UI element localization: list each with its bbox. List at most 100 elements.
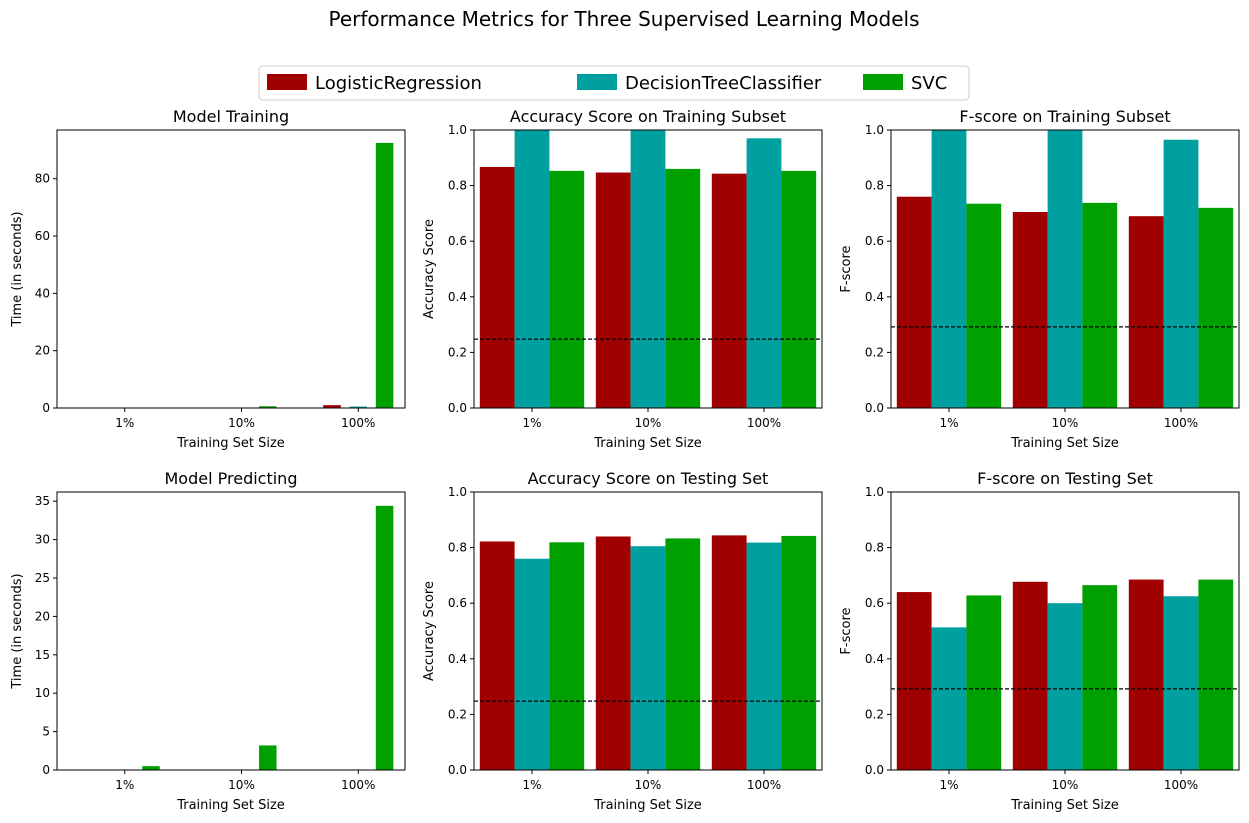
- bar: [711, 535, 747, 770]
- y-tick-label: 0.8: [865, 541, 884, 555]
- subplots: 0 20 40 60 80 1% 10% 100% Model Training Training…: [10, 107, 1240, 813]
- y-tick-label: 0.2: [448, 345, 467, 359]
- legend-swatch: [577, 74, 617, 90]
- x-tick-label: 1%: [115, 778, 134, 792]
- bar: [323, 405, 341, 408]
- legend-label: LogisticRegression: [315, 73, 482, 94]
- bar: [630, 546, 666, 770]
- bar: [931, 627, 967, 770]
- bar: [514, 130, 550, 408]
- x-tick-label: 100%: [747, 416, 781, 430]
- legend-swatch: [863, 74, 903, 90]
- y-tick-label: 30: [35, 533, 50, 547]
- bar: [746, 138, 782, 408]
- y-tick-label: 0.0: [865, 763, 884, 777]
- y-tick-label: 10: [35, 686, 50, 700]
- bar: [781, 170, 817, 408]
- bar: [259, 406, 277, 408]
- bar: [1082, 202, 1118, 408]
- bar: [896, 196, 932, 408]
- y-tick-label: 0: [42, 763, 50, 777]
- bar: [595, 172, 631, 408]
- y-tick-label: 5: [42, 725, 50, 739]
- y-tick-label: 40: [35, 286, 50, 300]
- bar: [1128, 579, 1164, 770]
- subplot-title: Accuracy Score on Testing Set: [528, 469, 769, 488]
- bar: [375, 505, 394, 770]
- bar: [514, 558, 550, 770]
- bar: [142, 766, 160, 770]
- y-tick-label: 60: [35, 229, 50, 243]
- y-tick-label: 20: [35, 609, 50, 623]
- y-tick-label: 0.8: [865, 179, 884, 193]
- y-tick-label: 1.0: [865, 123, 884, 137]
- x-tick-label: 10%: [635, 778, 662, 792]
- bar: [896, 592, 932, 770]
- bar: [1198, 579, 1234, 770]
- subplot-title: Accuracy Score on Training Subset: [510, 107, 786, 126]
- bar: [1012, 581, 1048, 770]
- y-axis-label: Time (in seconds): [10, 573, 25, 689]
- bar: [1163, 596, 1199, 770]
- x-axis-label: Training Set Size: [593, 798, 702, 813]
- bar: [1198, 207, 1234, 408]
- y-tick-label: 0.0: [448, 763, 467, 777]
- y-tick-label: 0.2: [448, 707, 467, 721]
- y-tick-label: 20: [35, 344, 50, 358]
- y-tick-label: 1.0: [448, 485, 467, 499]
- x-tick-label: 1%: [939, 416, 958, 430]
- y-tick-label: 0.0: [865, 401, 884, 415]
- x-tick-label: 10%: [228, 778, 255, 792]
- legend: LogisticRegression DecisionTreeClassifier…: [258, 65, 970, 101]
- subplot-3: 0.0 0.2 0.4 0.6 0.8 1.0 1% 10% 100% F-score on Tr…: [839, 107, 1240, 451]
- bar: [1128, 216, 1164, 408]
- x-tick-label: 100%: [1164, 416, 1198, 430]
- y-tick-label: 1.0: [865, 485, 884, 499]
- x-tick-label: 100%: [747, 778, 781, 792]
- x-tick-label: 10%: [1052, 416, 1079, 430]
- subplot-4: 0 5 10 15 20 25 30 35 1% 10% 100% Model Predicting T…: [10, 469, 406, 813]
- bar: [781, 535, 817, 770]
- legend-label: DecisionTreeClassifier: [625, 73, 822, 94]
- x-axis-label: Training Set Size: [1010, 436, 1119, 451]
- y-tick-label: 0.6: [865, 596, 884, 610]
- axes-frame: [56, 129, 406, 409]
- bar: [595, 536, 631, 770]
- subplot-6: 0.0 0.2 0.4 0.6 0.8 1.0 1% 10% 100% F-score on Te…: [839, 469, 1240, 813]
- y-axis-label: Accuracy Score: [422, 219, 437, 319]
- subplot-2: 0.0 0.2 0.4 0.6 0.8 1.0 1% 10% 100% Accuracy Scor…: [422, 107, 823, 451]
- y-axis-label: Accuracy Score: [422, 581, 437, 681]
- y-tick-label: 0.6: [448, 234, 467, 248]
- bar: [349, 406, 368, 408]
- y-tick-label: 0.0: [448, 401, 467, 415]
- axes-frame: [56, 491, 406, 771]
- y-tick-label: 0.6: [865, 234, 884, 248]
- x-tick-label: 100%: [1164, 778, 1198, 792]
- x-tick-label: 1%: [522, 416, 541, 430]
- bar: [711, 173, 747, 408]
- bar: [1082, 585, 1118, 770]
- bar: [549, 542, 585, 770]
- subplot-1: 0 20 40 60 80 1% 10% 100% Model Training Training…: [10, 107, 406, 451]
- subplot-5: 0.0 0.2 0.4 0.6 0.8 1.0 1% 10% 100% Accuracy Scor…: [422, 469, 823, 813]
- y-axis-label: F-score: [839, 245, 854, 292]
- y-tick-label: 1.0: [448, 123, 467, 137]
- bar: [259, 745, 277, 770]
- y-tick-label: 15: [35, 648, 50, 662]
- x-axis-label: Training Set Size: [176, 798, 285, 813]
- legend-label: SVC: [911, 73, 947, 94]
- bar: [1012, 212, 1048, 408]
- y-tick-label: 25: [35, 571, 50, 585]
- subplot-title: F-score on Testing Set: [977, 469, 1153, 488]
- bar: [966, 203, 1002, 408]
- x-tick-label: 1%: [522, 778, 541, 792]
- x-axis-label: Training Set Size: [593, 436, 702, 451]
- y-axis-label: F-score: [839, 607, 854, 654]
- bar: [549, 170, 585, 408]
- figure-title: Performance Metrics for Three Supervised…: [329, 7, 920, 31]
- y-axis-label: Time (in seconds): [10, 211, 25, 327]
- y-tick-label: 0.2: [865, 707, 884, 721]
- y-tick-label: 0.4: [865, 652, 884, 666]
- bar: [966, 595, 1002, 770]
